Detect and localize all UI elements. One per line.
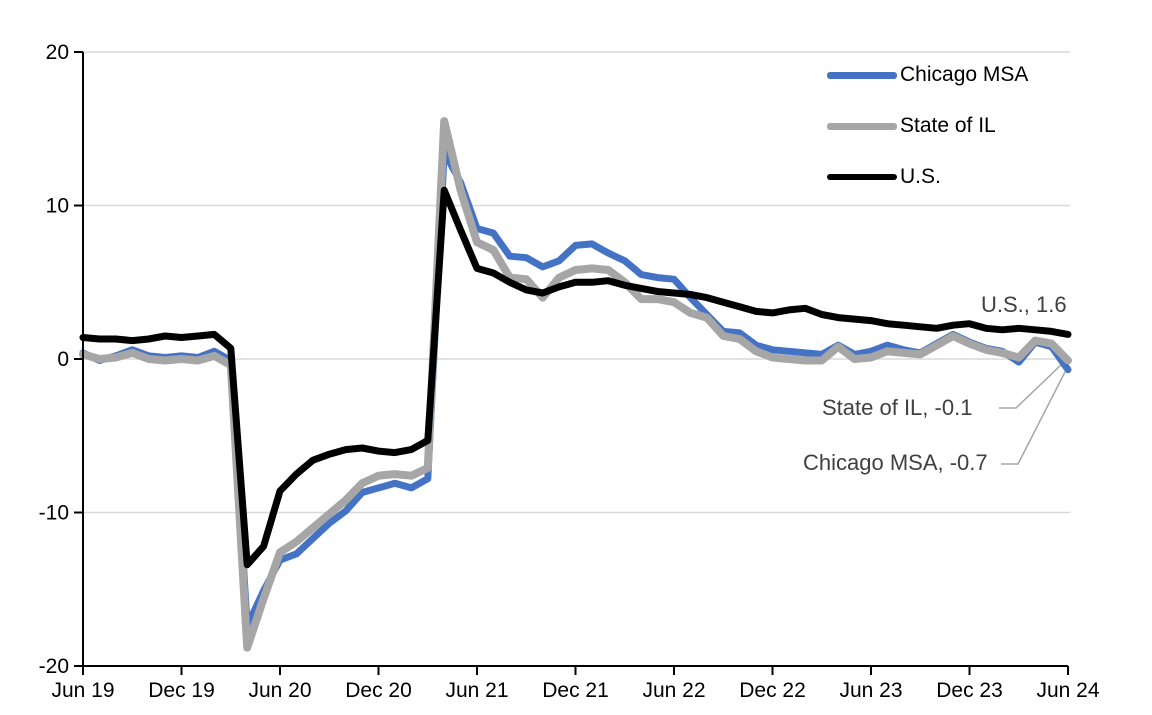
x-axis-tick-label: Jun 19 — [51, 679, 114, 702]
legend-item-chicago-msa: Chicago MSA — [827, 58, 1028, 92]
series-line-state-of-il — [79, 117, 1072, 652]
y-axis-tick-label: 10 — [46, 195, 69, 218]
legend-label: U.S. — [900, 165, 941, 188]
us-line-swatch — [827, 174, 897, 180]
x-axis-tick-label: Jun 22 — [642, 679, 705, 702]
y-axis-tick-label: 0 — [57, 348, 69, 371]
data-label-us: U.S., 1.6 — [981, 292, 1067, 317]
chicago-msa-line-swatch — [827, 71, 897, 79]
x-axis-tick-label: Dec 22 — [739, 679, 806, 702]
x-axis-tick-label: Dec 20 — [345, 679, 412, 702]
leader-line — [999, 363, 1063, 409]
y-axis-tick-label: -10 — [39, 502, 69, 525]
x-axis-tick-label: Dec 19 — [148, 679, 215, 702]
legend-item-us: U.S. — [827, 160, 1028, 194]
legend-label: State of IL — [900, 114, 996, 137]
leader-line — [1001, 371, 1066, 465]
x-axis-tick-label: Jun 23 — [839, 679, 902, 702]
x-axis-tick-label: Jun 20 — [248, 679, 311, 702]
x-axis-tick-label: Dec 23 — [936, 679, 1003, 702]
series-line-u-s- — [79, 186, 1072, 569]
data-label-state-of-il: State of IL, -0.1 — [822, 395, 973, 420]
state-of-il-line-swatch — [827, 122, 897, 130]
legend-item-state-of-il: State of IL — [827, 109, 1028, 143]
legend-label: Chicago MSA — [900, 63, 1029, 86]
x-axis-tick-label: Jun 24 — [1036, 679, 1099, 702]
data-label-chicago-msa: Chicago MSA, -0.7 — [803, 450, 988, 475]
y-axis-tick-label: -20 — [39, 655, 69, 678]
x-axis-tick-label: Dec 21 — [542, 679, 609, 702]
x-axis-tick-label: Jun 21 — [445, 679, 508, 702]
legend: Chicago MSA State of IL U.S. — [827, 58, 1028, 211]
y-axis-tick-label: 20 — [46, 41, 69, 64]
